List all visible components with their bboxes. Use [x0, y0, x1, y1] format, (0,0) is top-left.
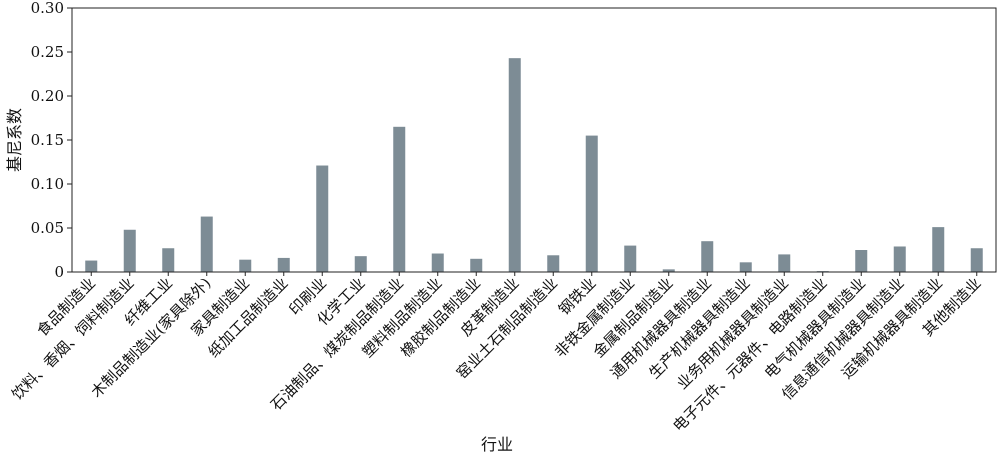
y-tick-label: 0.10: [31, 175, 64, 193]
bar: [316, 165, 329, 272]
y-tick-label: 0.15: [31, 131, 64, 149]
bar: [701, 241, 714, 272]
plot-frame: [71, 7, 997, 273]
bar: [932, 227, 945, 272]
y-tick-label: 0.05: [31, 219, 64, 237]
bar: [624, 245, 637, 272]
y-axis-title: 基尼系数: [5, 108, 24, 172]
bar: [508, 58, 521, 272]
bar: [239, 259, 252, 272]
y-tick-label: 0.25: [31, 43, 64, 61]
bar: [970, 248, 983, 272]
bar: [778, 254, 791, 272]
x-axis: 食品制造业饮料、香烟、饲料制造业纤维工业木制品制造业(家具除外)家具制造业纸加工…: [8, 272, 985, 435]
bar: [431, 253, 444, 272]
bar: [393, 126, 406, 272]
bar: [739, 262, 752, 272]
bar: [662, 269, 675, 272]
bar: [85, 260, 98, 272]
bar: [123, 229, 136, 272]
bar: [277, 257, 290, 272]
y-tick-label: 0: [54, 263, 64, 281]
bar: [855, 250, 868, 272]
bar: [354, 256, 367, 272]
bar: [585, 135, 598, 272]
bar: [162, 248, 175, 272]
y-tick-label: 0.20: [31, 87, 64, 105]
bar: [547, 255, 560, 272]
y-axis: 0 0.05 0.10 0.15 0.20 0.25 0.30: [31, 0, 72, 281]
bar: [470, 258, 483, 272]
x-axis-title: 行业: [481, 435, 513, 454]
y-tick-label: 0.30: [31, 0, 64, 17]
bar: [893, 246, 906, 272]
bars-group: [85, 58, 983, 272]
bar: [200, 216, 213, 272]
